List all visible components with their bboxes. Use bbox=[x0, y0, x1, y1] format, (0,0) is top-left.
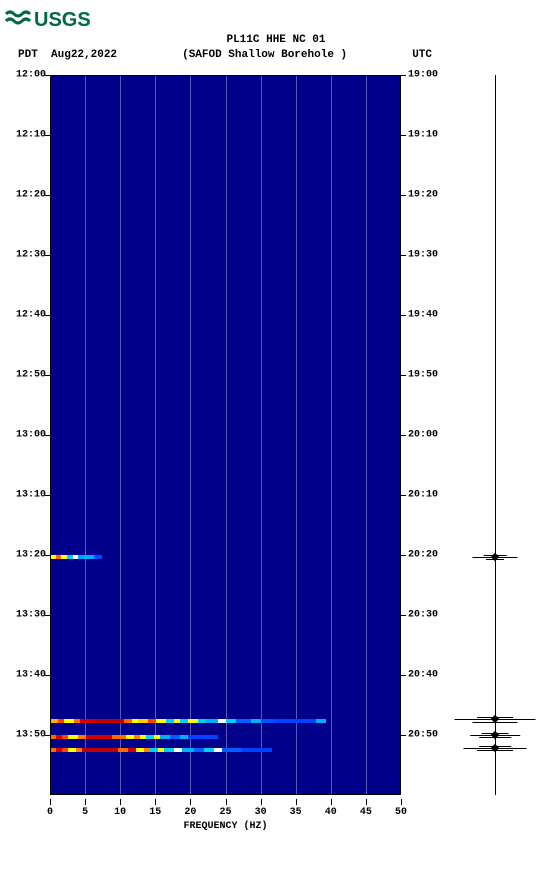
x-axis-title: FREQUENCY (HZ) bbox=[50, 821, 401, 832]
waveform-spike bbox=[486, 559, 504, 560]
waveform-spike bbox=[479, 737, 511, 738]
waveform-spike bbox=[477, 717, 513, 718]
waveform-spike bbox=[473, 722, 518, 723]
usgs-logo: USGS bbox=[0, 0, 552, 32]
gridline bbox=[120, 75, 121, 795]
gridline bbox=[261, 75, 262, 795]
y-tick-label-right: 20:30 bbox=[408, 609, 438, 620]
header-date: PDT Aug22,2022 bbox=[18, 49, 117, 61]
header-station: (SAFOD Shallow Borehole ) bbox=[117, 49, 412, 61]
spectrogram-event bbox=[50, 748, 372, 752]
spectrogram-panel bbox=[50, 75, 401, 795]
y-tick-label-left: 12:00 bbox=[6, 69, 46, 80]
y-tick-label-right: 19:40 bbox=[408, 309, 438, 320]
waveform-spike bbox=[482, 733, 509, 734]
y-tick-label-right: 20:00 bbox=[408, 429, 438, 440]
x-tick-label: 30 bbox=[255, 807, 267, 818]
y-tick-label-right: 20:10 bbox=[408, 489, 438, 500]
gridline bbox=[331, 75, 332, 795]
y-tick-label-left: 13:40 bbox=[6, 669, 46, 680]
waveform-panel bbox=[450, 75, 540, 795]
y-tick-label-left: 13:30 bbox=[6, 609, 46, 620]
gridline bbox=[85, 75, 86, 795]
y-tick-label-left: 12:30 bbox=[6, 249, 46, 260]
chart-title: PL11C HHE NC 01 bbox=[0, 34, 552, 48]
y-tick-label-left: 13:10 bbox=[6, 489, 46, 500]
gridline bbox=[296, 75, 297, 795]
x-tick-label: 5 bbox=[82, 807, 88, 818]
spectrogram-event bbox=[50, 719, 356, 723]
x-tick-label: 10 bbox=[114, 807, 126, 818]
y-tick-label-right: 19:20 bbox=[408, 189, 438, 200]
x-tick-label: 40 bbox=[325, 807, 337, 818]
chart-subheader: PDT Aug22,2022 (SAFOD Shallow Borehole )… bbox=[0, 49, 552, 61]
waveform-spike bbox=[477, 750, 513, 751]
x-tick-label: 25 bbox=[219, 807, 231, 818]
y-tick-label-right: 19:50 bbox=[408, 369, 438, 380]
x-tick-label: 35 bbox=[290, 807, 302, 818]
gridline bbox=[366, 75, 367, 795]
header-utc-tz: UTC bbox=[412, 49, 432, 61]
x-tick-label: 20 bbox=[184, 807, 196, 818]
waveform-spike bbox=[479, 746, 511, 747]
gridline bbox=[155, 75, 156, 795]
spectrogram-event bbox=[50, 735, 368, 739]
usgs-logo-text: USGS bbox=[34, 9, 91, 31]
y-tick-label-left: 12:40 bbox=[6, 309, 46, 320]
y-tick-label-right: 19:00 bbox=[408, 69, 438, 80]
x-tick-label: 0 bbox=[47, 807, 53, 818]
spectrogram-event bbox=[50, 555, 402, 559]
y-tick-label-right: 19:10 bbox=[408, 129, 438, 140]
waveform-baseline bbox=[495, 75, 496, 795]
y-tick-label-right: 20:20 bbox=[408, 549, 438, 560]
y-tick-label-right: 19:30 bbox=[408, 249, 438, 260]
gridline bbox=[190, 75, 191, 795]
x-tick-label: 45 bbox=[360, 807, 372, 818]
y-tick-label-right: 20:40 bbox=[408, 669, 438, 680]
plot-area: 12:0019:0012:1019:1012:2019:2012:3019:30… bbox=[0, 75, 552, 843]
y-tick-label-right: 20:50 bbox=[408, 729, 438, 740]
x-tick-label: 15 bbox=[149, 807, 161, 818]
gridline bbox=[226, 75, 227, 795]
chart-header: PL11C HHE NC 01 bbox=[0, 34, 552, 48]
y-tick-label-left: 13:00 bbox=[6, 429, 46, 440]
y-tick-label-left: 13:20 bbox=[6, 549, 46, 560]
y-tick-label-left: 13:50 bbox=[6, 729, 46, 740]
y-tick-label-left: 12:50 bbox=[6, 369, 46, 380]
y-tick-label-left: 12:10 bbox=[6, 129, 46, 140]
y-tick-label-left: 12:20 bbox=[6, 189, 46, 200]
x-tick-label: 50 bbox=[395, 807, 407, 818]
